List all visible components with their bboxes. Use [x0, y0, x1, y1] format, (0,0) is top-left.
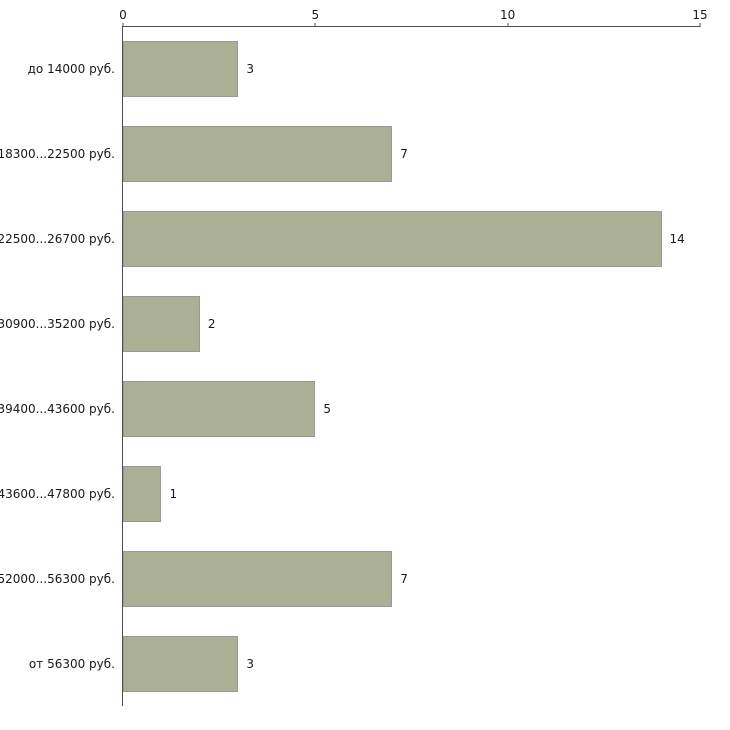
chart-row: 22500...26700 руб. 14	[0, 197, 700, 282]
bar	[123, 41, 239, 98]
chart-row: от 56300 руб. 3	[29, 621, 700, 706]
chart-row: 39400...43600 руб. 5	[0, 367, 700, 452]
x-tick-label: 0	[119, 8, 127, 22]
category-label: 18300...22500 руб.	[0, 147, 115, 162]
value-label: 2	[207, 317, 216, 332]
chart-row: 52000...56300 руб. 7	[0, 536, 700, 621]
x-tick-mark	[699, 23, 701, 27]
category-label: 30900...35200 руб.	[0, 317, 115, 332]
bar	[123, 126, 393, 183]
chart-row: 43600...47800 руб. 1	[0, 451, 700, 536]
x-tick-label: 5	[311, 8, 320, 22]
bar	[123, 296, 200, 353]
plot-area: 0 5 10 15 до 14000 руб. 3 18300...22500 руб. 7…	[0, 8, 708, 706]
bar	[123, 380, 316, 437]
category-label: 43600...47800 руб.	[0, 486, 115, 501]
value-label: 7	[400, 147, 408, 162]
category-label: 22500...26700 руб.	[0, 232, 115, 247]
value-label: 1	[169, 486, 178, 501]
category-label: 52000...56300 руб.	[0, 571, 115, 586]
value-label: 7	[400, 571, 408, 586]
category-label: до 14000 руб.	[27, 62, 115, 77]
value-label: 14	[669, 232, 685, 247]
value-label: 5	[323, 401, 331, 416]
value-label: 3	[246, 62, 255, 77]
category-label: 39400...43600 руб.	[0, 401, 115, 416]
value-label: 3	[246, 656, 255, 671]
chart-row: 30900...35200 руб. 2	[0, 282, 700, 367]
bar	[123, 550, 393, 607]
x-tick-mark	[122, 23, 124, 27]
bar	[123, 211, 662, 268]
bar	[123, 635, 239, 692]
x-tick-mark	[507, 23, 509, 27]
x-tick-label: 15	[692, 8, 708, 22]
chart-row: 18300...22500 руб. 7	[0, 112, 700, 197]
category-label: от 56300 руб.	[28, 656, 115, 671]
chart-rows: до 14000 руб. 3 18300...22500 руб. 7 22500..…	[0, 27, 700, 706]
x-tick-label: 10	[500, 8, 516, 22]
bar	[123, 465, 162, 522]
chart-row: до 14000 руб. 3	[28, 27, 700, 112]
x-tick-mark	[314, 23, 316, 27]
